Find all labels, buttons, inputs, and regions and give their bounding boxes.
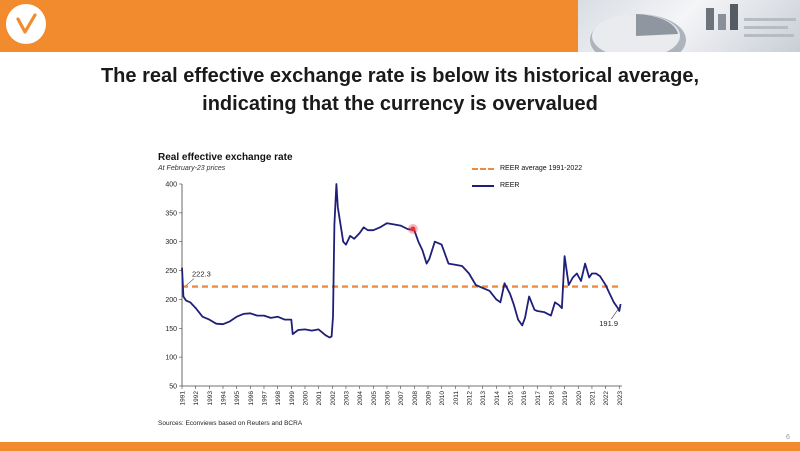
reer-line bbox=[181, 183, 622, 339]
x-tick-label: 2002 bbox=[330, 391, 337, 406]
chart-subtitle: At February-23 prices bbox=[158, 165, 226, 172]
annotation-last-value: 191.9 bbox=[599, 319, 618, 328]
page-number: 6 bbox=[786, 434, 790, 441]
x-tick-label: 1992 bbox=[193, 391, 200, 406]
x-tick-label: 2010 bbox=[439, 391, 446, 406]
x-tick-label: 1996 bbox=[248, 391, 255, 406]
slide-title-line-2: indicating that the currency is overvalu… bbox=[202, 93, 598, 115]
x-tick-label: 2016 bbox=[521, 391, 528, 406]
y-tick-label: 350 bbox=[165, 210, 177, 217]
chart-legend: REER average 1991-2022 REER bbox=[472, 160, 582, 194]
annotation-average-leader bbox=[185, 278, 195, 286]
x-tick-label: 2003 bbox=[343, 391, 350, 406]
y-tick-label: 150 bbox=[165, 326, 177, 333]
header-photo bbox=[578, 0, 800, 52]
header-photo-illustration bbox=[590, 4, 796, 52]
highlight-point bbox=[410, 226, 416, 232]
y-tick-label: 250 bbox=[165, 268, 177, 275]
x-tick-label: 1998 bbox=[275, 391, 282, 406]
y-tick-label: 400 bbox=[165, 182, 177, 189]
footer-bar bbox=[0, 442, 800, 451]
x-tick-label: 2020 bbox=[576, 391, 583, 406]
x-tick-label: 1997 bbox=[261, 391, 268, 406]
x-tick-label: 1995 bbox=[234, 391, 241, 406]
x-tick-label: 1994 bbox=[220, 391, 227, 406]
legend-label-average: REER average 1991-2022 bbox=[500, 165, 583, 172]
legend-swatch-average bbox=[472, 167, 494, 170]
x-tick-label: 2005 bbox=[371, 391, 378, 406]
y-tick-label: 50 bbox=[169, 384, 177, 391]
x-tick-label: 2006 bbox=[384, 391, 391, 406]
x-tick-label: 2004 bbox=[357, 391, 364, 406]
x-tick-label: 1999 bbox=[289, 391, 296, 406]
logo-v-icon bbox=[16, 13, 37, 34]
slide-title: The real effective exchange rate is belo… bbox=[0, 62, 800, 118]
x-tick-label: 2009 bbox=[425, 391, 432, 406]
y-tick-label: 200 bbox=[165, 297, 177, 304]
chart-source: Sources: Econviews based on Reuters and … bbox=[158, 420, 303, 427]
x-tick-label: 2022 bbox=[603, 391, 610, 406]
chart-container: Real effective exchange rate At February… bbox=[150, 148, 636, 438]
x-tick-label: 2012 bbox=[466, 391, 473, 406]
x-tick-label: 2019 bbox=[562, 391, 569, 406]
x-tick-label: 2017 bbox=[535, 391, 542, 406]
legend-label-reer: REER bbox=[500, 182, 520, 189]
x-tick-label: 2023 bbox=[617, 391, 624, 406]
y-tick-label: 300 bbox=[165, 239, 177, 246]
logo bbox=[6, 4, 46, 44]
y-tick-label: 100 bbox=[165, 355, 177, 362]
x-tick-label: 2007 bbox=[398, 391, 405, 406]
x-tick-label: 2014 bbox=[494, 391, 501, 406]
x-tick-label: 2018 bbox=[548, 391, 555, 406]
legend-item-average: REER average 1991-2022 bbox=[472, 160, 582, 177]
annotation-average-value: 222.3 bbox=[192, 270, 211, 279]
x-tick-label: 1991 bbox=[180, 391, 187, 406]
x-tick-label: 2013 bbox=[480, 391, 487, 406]
x-tick-label: 2008 bbox=[412, 391, 419, 406]
x-tick-label: 2011 bbox=[453, 391, 460, 405]
chart-title: Real effective exchange rate bbox=[158, 152, 293, 163]
annotation-last-leader bbox=[611, 308, 619, 320]
chart-plot: 50 100 150 200 250 300 350 400 1991 1992 1993 1994 1… bbox=[165, 182, 624, 406]
x-tick-label: 2021 bbox=[589, 391, 596, 406]
legend-item-reer: REER bbox=[472, 177, 582, 194]
x-tick-label: 2000 bbox=[302, 391, 309, 406]
legend-swatch-reer bbox=[472, 184, 494, 187]
x-tick-label: 1993 bbox=[207, 391, 214, 406]
x-tick-label: 2001 bbox=[316, 391, 323, 406]
x-tick-label: 2015 bbox=[507, 391, 514, 406]
slide-title-line-1: The real effective exchange rate is belo… bbox=[100, 65, 700, 87]
